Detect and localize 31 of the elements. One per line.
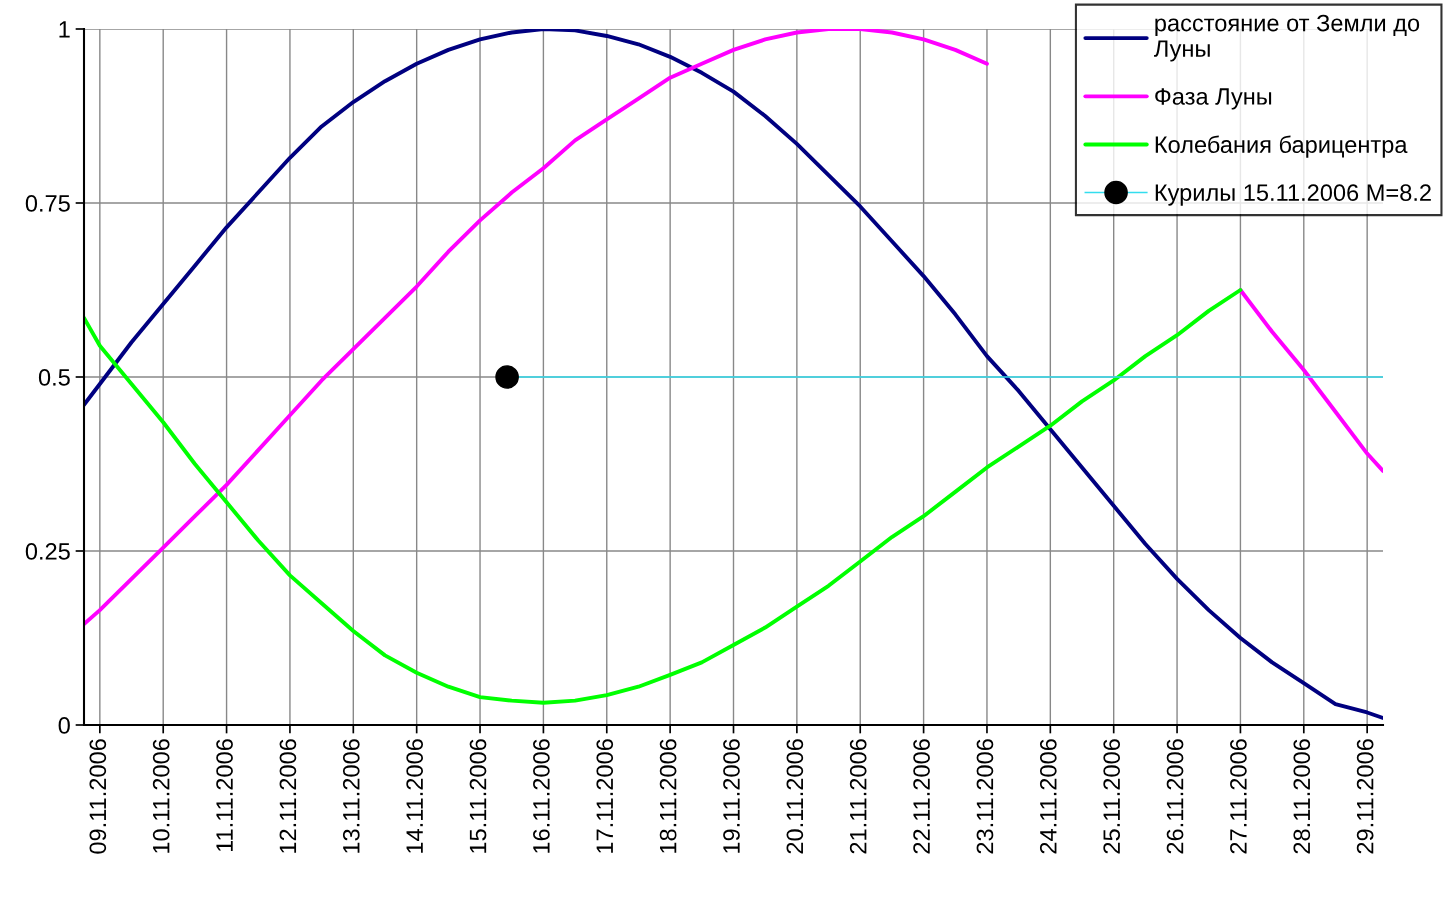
x-tick-label: 29.11.2006 [1356,739,1374,854]
y-tick-label: 0.25 [25,543,70,560]
x-tick-label: 22.11.2006 [913,739,930,854]
x-tick-label: 14.11.2006 [406,739,424,853]
y-tick-label: 0.75 [25,195,70,212]
y-tick-label: 0.5 [38,369,70,386]
x-tick-label: 09.11.2006 [89,739,107,854]
y-tick-label: 1 [59,21,70,38]
legend-label: Курилы 15.11.2006 M=8.2 [1155,184,1431,206]
x-tick-label: 12.11.2006 [279,739,297,853]
x-tick-label: 15.11.2006 [469,739,487,853]
x-tick-label: 17.11.2006 [596,739,614,853]
x-tick-label: 27.11.2006 [1230,739,1247,854]
x-tick-label: 25.11.2006 [1103,739,1121,854]
legend-label: расстояние от Земли до Луны [1154,14,1420,62]
x-tick-label: 20.11.2006 [786,739,804,854]
x-tick-label: 24.11.2006 [1039,739,1057,854]
y-tick-label: 0 [58,717,70,734]
x-tick-label: 19.11.2006 [723,739,740,853]
x-tick-label: 28.11.2006 [1293,739,1311,854]
x-tick-label: 23.11.2006 [976,739,994,854]
legend-label: Фаза Луны [1155,88,1272,110]
line-series [84,288,1243,705]
x-tick-label: 16.11.2006 [533,739,550,853]
x-tick-label: 26.11.2006 [1166,739,1184,854]
x-tick-label: 10.11.2006 [152,739,170,853]
x-tick-label: 11.11.2006 [216,739,233,852]
x-tick-label: 21.11.2006 [849,739,867,854]
legend-label: Колебания барицентра [1155,135,1408,158]
x-tick-label: 13.11.2006 [342,739,360,853]
x-tick-label: 18.11.2006 [659,739,677,853]
